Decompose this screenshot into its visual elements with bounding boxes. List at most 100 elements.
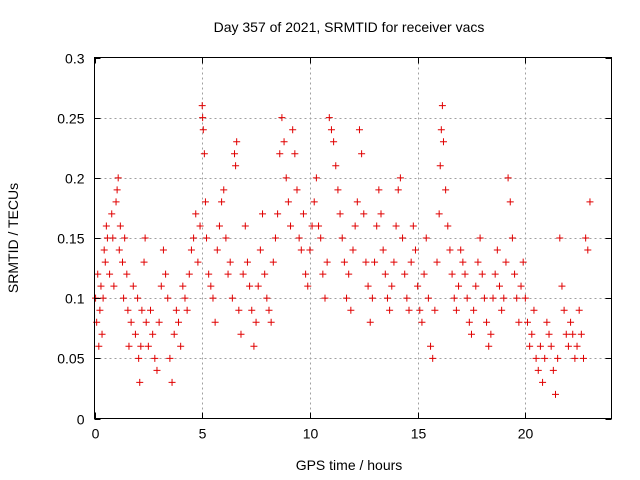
data-point bbox=[319, 270, 327, 278]
data-point bbox=[383, 294, 391, 302]
data-point bbox=[349, 246, 357, 254]
data-point bbox=[353, 198, 361, 206]
data-point bbox=[371, 258, 379, 266]
data-point bbox=[431, 306, 439, 314]
y-tick-label: 0 bbox=[77, 412, 85, 428]
data-point bbox=[237, 330, 245, 338]
data-point bbox=[102, 222, 110, 230]
data-point bbox=[231, 150, 239, 158]
data-point bbox=[172, 306, 180, 314]
data-point bbox=[199, 114, 207, 122]
data-point bbox=[175, 318, 183, 326]
data-point bbox=[232, 162, 240, 170]
data-point bbox=[187, 246, 195, 254]
data-point bbox=[472, 282, 480, 290]
data-point bbox=[306, 246, 314, 254]
data-point bbox=[312, 174, 320, 182]
data-point bbox=[564, 342, 572, 350]
data-point bbox=[205, 270, 213, 278]
data-point bbox=[414, 282, 422, 290]
data-point bbox=[179, 282, 187, 290]
data-point bbox=[405, 306, 413, 314]
data-point bbox=[366, 318, 374, 326]
data-point bbox=[116, 222, 124, 230]
data-point bbox=[532, 354, 540, 362]
data-point bbox=[123, 270, 131, 278]
data-point bbox=[438, 102, 446, 110]
data-point bbox=[459, 258, 467, 266]
data-point bbox=[493, 246, 501, 254]
data-point bbox=[523, 318, 531, 326]
data-point bbox=[427, 342, 435, 350]
data-point bbox=[530, 306, 538, 314]
x-tick-label: 5 bbox=[199, 426, 207, 442]
data-point bbox=[120, 294, 128, 302]
data-point bbox=[480, 294, 488, 302]
data-point bbox=[577, 330, 585, 338]
data-point bbox=[291, 150, 299, 158]
data-point bbox=[558, 282, 566, 290]
data-point bbox=[521, 294, 529, 302]
data-point bbox=[526, 342, 534, 350]
data-point bbox=[511, 270, 519, 278]
data-point bbox=[390, 258, 398, 266]
data-point bbox=[114, 174, 122, 182]
data-point bbox=[375, 186, 383, 194]
data-point bbox=[547, 342, 555, 350]
data-point bbox=[489, 294, 497, 302]
data-point bbox=[448, 270, 456, 278]
data-point bbox=[147, 306, 155, 314]
data-point bbox=[250, 342, 258, 350]
data-point bbox=[551, 390, 559, 398]
x-tick-label: 0 bbox=[92, 426, 100, 442]
data-point bbox=[164, 294, 172, 302]
data-point bbox=[325, 114, 333, 122]
data-point bbox=[289, 126, 297, 134]
data-point bbox=[138, 306, 146, 314]
data-point bbox=[435, 210, 443, 218]
data-point bbox=[437, 126, 445, 134]
data-point bbox=[113, 186, 121, 194]
data-point bbox=[213, 246, 221, 254]
chart-title: Day 357 of 2021, SRMTID for receiver vac… bbox=[214, 19, 485, 35]
data-point bbox=[98, 330, 106, 338]
x-tick-labels: 0 5 10 15 20 bbox=[92, 426, 534, 442]
data-point bbox=[153, 366, 161, 374]
data-point bbox=[211, 318, 219, 326]
data-point bbox=[159, 246, 167, 254]
data-point bbox=[360, 210, 368, 218]
data-point bbox=[155, 318, 163, 326]
data-point bbox=[302, 270, 310, 278]
data-point bbox=[201, 198, 209, 206]
data-point bbox=[355, 126, 363, 134]
data-point bbox=[556, 234, 564, 242]
data-point bbox=[243, 258, 251, 266]
data-point bbox=[181, 294, 189, 302]
data-point bbox=[545, 330, 553, 338]
data-point bbox=[433, 258, 441, 266]
data-point bbox=[168, 378, 176, 386]
plot-frame bbox=[94, 57, 612, 419]
data-point bbox=[196, 222, 204, 230]
data-point bbox=[99, 294, 107, 302]
y-tick-label: 0.25 bbox=[57, 111, 84, 127]
data-point bbox=[498, 306, 506, 314]
y-tick-label: 0.2 bbox=[65, 171, 85, 187]
data-point bbox=[539, 378, 547, 386]
y-tick-labels: 0 0.05 0.1 0.15 0.2 0.25 0.3 bbox=[57, 51, 84, 428]
data-point bbox=[106, 270, 114, 278]
data-point bbox=[110, 282, 118, 290]
y-tick-label: 0.1 bbox=[65, 291, 85, 307]
data-point bbox=[127, 318, 135, 326]
grid-lines bbox=[94, 57, 612, 419]
data-point bbox=[207, 282, 215, 290]
data-point bbox=[297, 246, 305, 254]
data-point bbox=[396, 174, 404, 182]
data-point bbox=[282, 174, 290, 182]
data-point bbox=[125, 342, 133, 350]
data-point bbox=[442, 186, 450, 194]
data-point bbox=[519, 258, 527, 266]
data-point bbox=[112, 198, 120, 206]
x-tick-label: 10 bbox=[303, 426, 319, 442]
